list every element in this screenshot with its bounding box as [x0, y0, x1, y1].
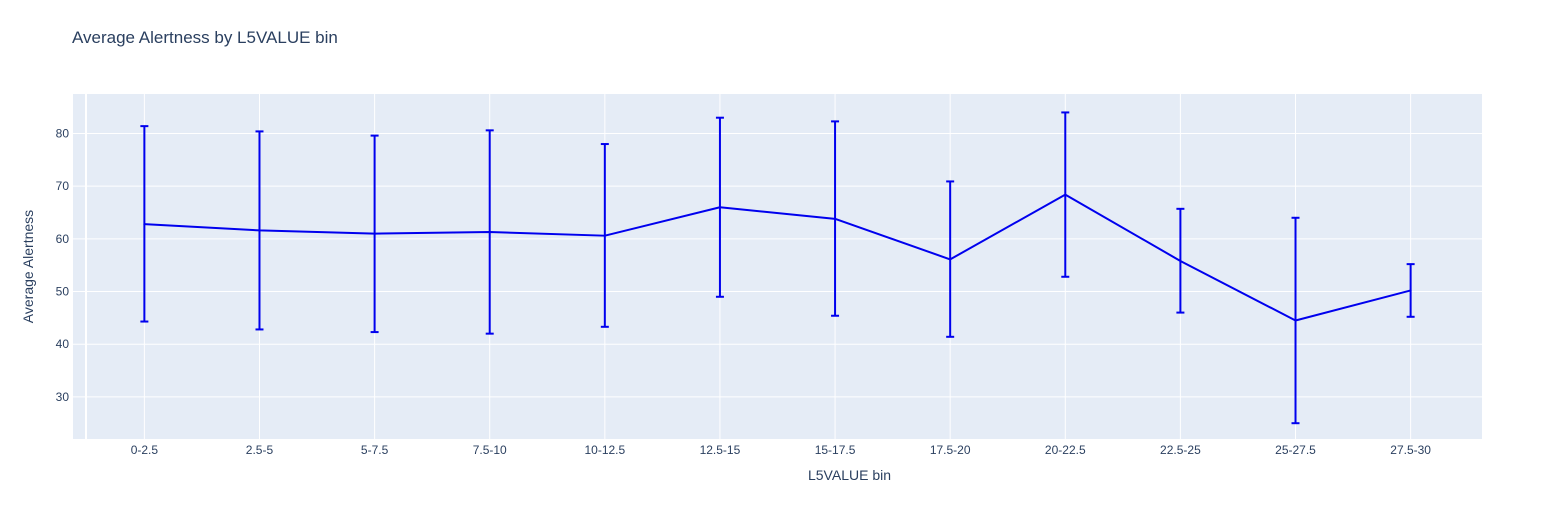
y-tick-label: 30: [56, 390, 70, 404]
data-point: [1294, 319, 1297, 322]
x-tick-label: 12.5-15: [700, 443, 741, 457]
data-point: [1179, 259, 1182, 262]
data-point: [1409, 289, 1412, 292]
x-tick-label: 10-12.5: [584, 443, 625, 457]
data-point: [1064, 193, 1067, 196]
data-point: [949, 258, 952, 261]
data-point: [718, 206, 721, 209]
data-point: [603, 234, 606, 237]
chart-title: Average Alertness by L5VALUE bin: [72, 28, 338, 47]
x-tick-label: 7.5-10: [473, 443, 507, 457]
series-line: [144, 193, 1411, 322]
x-tick-label: 25-27.5: [1275, 443, 1316, 457]
data-layer: [140, 111, 1415, 425]
x-axis-title: L5VALUE bin: [808, 467, 891, 483]
y-tick-label: 50: [56, 285, 70, 299]
y-tick-label: 70: [56, 179, 70, 193]
data-point: [488, 231, 491, 233]
x-tick-label: 15-17.5: [815, 443, 856, 457]
x-tick-label: 27.5-30: [1390, 443, 1431, 457]
y-tick-label: 40: [56, 337, 70, 351]
y-tick-label: 80: [56, 127, 70, 141]
y-axis-title: Average Alertness: [20, 210, 36, 323]
data-point: [834, 217, 837, 220]
x-tick-label: 5-7.5: [361, 443, 389, 457]
x-tick-label: 22.5-25: [1160, 443, 1201, 457]
plot-area: [73, 94, 1482, 439]
x-tick-label: 17.5-20: [930, 443, 971, 457]
data-point: [373, 232, 376, 235]
x-tick-label: 2.5-5: [246, 443, 274, 457]
data-point: [143, 223, 146, 226]
x-tick-label: 0-2.5: [131, 443, 159, 457]
x-tick-label: 20-22.5: [1045, 443, 1086, 457]
axis-layer: 30 40 50 60 70 80 0-2.5 2.5-5 5-7.5 7.5-10 10-12.5…: [56, 127, 1432, 457]
y-tick-label: 60: [56, 232, 70, 246]
data-point: [258, 229, 261, 232]
